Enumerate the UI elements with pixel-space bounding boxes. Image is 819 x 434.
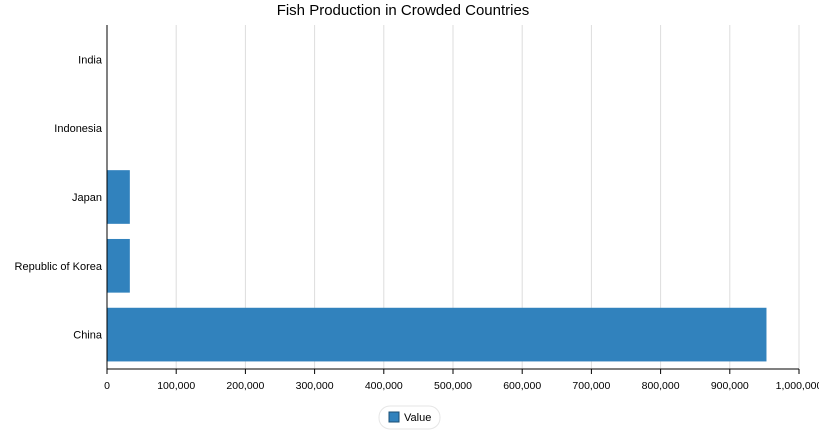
- bar-china[interactable]: [107, 307, 767, 362]
- bar-japan[interactable]: [107, 170, 130, 224]
- x-tick-label: 0: [104, 380, 110, 392]
- x-tick-label: 600,000: [503, 380, 541, 392]
- category-label: Indonesia: [54, 123, 103, 135]
- legend-swatch: [388, 411, 400, 423]
- x-tick-label: 400,000: [365, 380, 403, 392]
- category-labels: India Indonesia Japan Republic of Korea Chin…: [15, 54, 103, 341]
- x-tick-label: 500,000: [434, 380, 472, 392]
- category-label: Japan: [72, 192, 102, 204]
- chart-title: Fish Production in Crowded Countries: [277, 2, 530, 19]
- category-label: Republic of Korea: [15, 261, 103, 273]
- x-tick-label: 900,000: [711, 380, 749, 392]
- x-tick-label: 1,000,000: [776, 380, 819, 392]
- x-tick-label: 800,000: [642, 380, 680, 392]
- x-tick-label: 100,000: [157, 380, 195, 392]
- category-label: India: [78, 54, 103, 66]
- bars: [107, 170, 767, 362]
- legend[interactable]: Value: [378, 405, 441, 430]
- x-tick-labels: 0 100,000 200,000 300,000 400,000 500,000 600,…: [104, 369, 819, 392]
- x-tick-label: 300,000: [296, 380, 334, 392]
- bar-republic-of-korea[interactable]: [107, 238, 130, 293]
- legend-label: Value: [404, 412, 431, 424]
- x-tick-label: 200,000: [226, 380, 264, 392]
- x-tick-label: 700,000: [572, 380, 610, 392]
- category-label: China: [73, 330, 103, 342]
- grid-lines: [175, 25, 800, 369]
